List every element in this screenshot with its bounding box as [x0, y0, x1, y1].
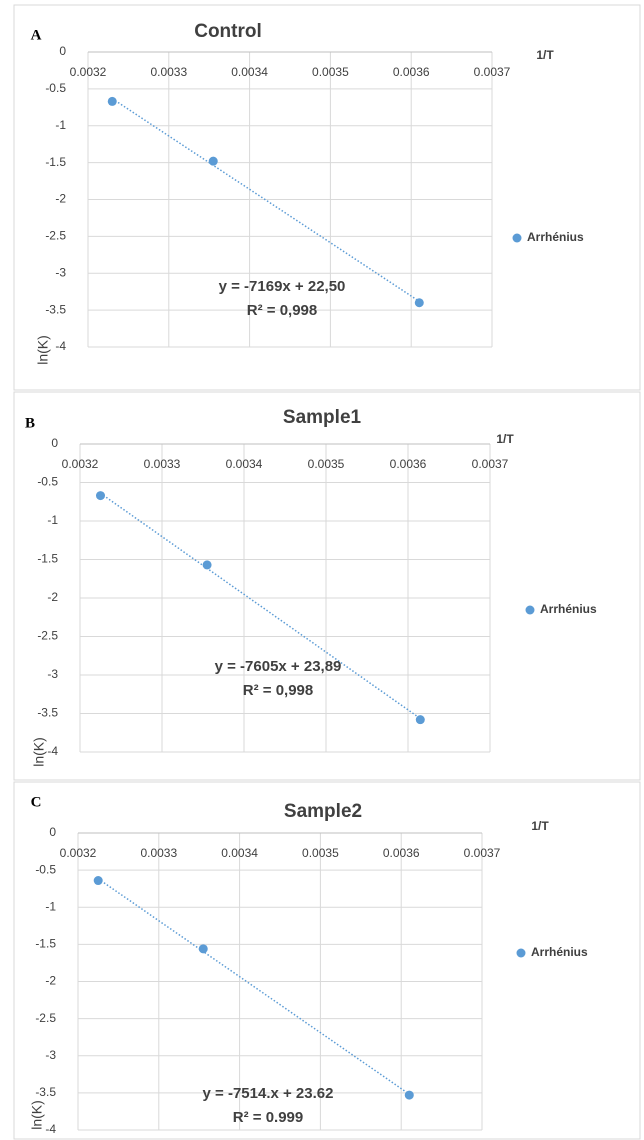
x-tick-label: 0.0033 [150, 65, 187, 79]
panel-border [13, 781, 641, 1140]
y-tick-label: -2 [47, 590, 58, 604]
x-tick-label: 0.0033 [140, 846, 177, 860]
y-tick-label: -0.5 [45, 81, 66, 95]
y-tick-label: -2 [55, 192, 66, 206]
x-tick-label: 0.0034 [226, 457, 263, 471]
panel-border [13, 4, 641, 391]
x-tick-label: 0.0037 [474, 65, 511, 79]
y-tick-label: -4 [55, 339, 66, 353]
y-tick-label: -1.5 [37, 552, 58, 566]
trendline-equation: y = -7605x + 23,89 [215, 658, 342, 675]
trendline [100, 492, 421, 720]
data-point [107, 96, 117, 106]
y-tick-label: 0 [59, 44, 66, 58]
x-tick-label: 0.0036 [393, 65, 430, 79]
y-tick-label: -1 [45, 899, 56, 913]
x-tick-label: 0.0036 [383, 846, 420, 860]
y-tick-label: -2.5 [35, 1011, 56, 1025]
x-tick-label: 0.0032 [70, 65, 107, 79]
y-tick-label: -0.5 [37, 475, 58, 489]
y-tick-label: -1.5 [35, 937, 56, 951]
x-axis-label: 1/T [536, 48, 554, 62]
panel-border [13, 391, 641, 781]
x-tick-label: 0.0034 [231, 65, 268, 79]
chart-title: Sample2 [284, 801, 362, 822]
panel-label: C [31, 794, 42, 810]
y-tick-label: -4 [47, 744, 58, 758]
trendline-equation: R² = 0,998 [247, 302, 317, 319]
x-tick-label: 0.0033 [144, 457, 181, 471]
y-tick-label: -2.5 [37, 629, 58, 643]
data-point [404, 1090, 414, 1100]
y-tick-label: -3.5 [45, 302, 66, 316]
legend-label: Arrhénius [540, 602, 597, 616]
y-axis-label: ln(K) [35, 335, 51, 365]
trendline [97, 878, 410, 1095]
data-point [96, 491, 105, 501]
legend-marker [512, 233, 522, 243]
x-axis-label: 1/T [496, 432, 514, 446]
legend-marker [525, 605, 535, 615]
x-tick-label: 0.0037 [472, 457, 509, 471]
y-axis-label: ln(K) [29, 1100, 45, 1130]
x-tick-label: 0.0035 [308, 457, 345, 471]
y-tick-label: 0 [49, 825, 56, 839]
y-tick-label: 0 [51, 436, 58, 450]
x-tick-label: 0.0032 [60, 846, 97, 860]
panel-label: A [31, 27, 42, 43]
y-tick-label: -2 [45, 974, 56, 988]
data-point [202, 560, 212, 570]
data-point [208, 156, 218, 166]
panel-label: B [25, 415, 35, 431]
legend-marker [516, 948, 526, 958]
y-tick-label: -3.5 [35, 1085, 56, 1099]
data-point [198, 944, 208, 954]
trendline-equation: y = -7169x + 22,50 [219, 278, 346, 295]
x-tick-label: 0.0032 [62, 457, 99, 471]
y-tick-label: -0.5 [35, 862, 56, 876]
y-tick-label: -2.5 [45, 229, 66, 243]
y-tick-label: -1 [47, 513, 58, 527]
y-tick-label: -3 [47, 667, 58, 681]
trendline-equation: y = -7514.x + 23.62 [203, 1085, 334, 1102]
y-tick-label: -3 [45, 1048, 56, 1062]
x-tick-label: 0.0034 [221, 846, 258, 860]
trendline-equation: R² = 0,998 [243, 682, 313, 699]
legend-label: Arrhénius [531, 945, 588, 959]
y-tick-label: -3 [55, 265, 66, 279]
x-tick-label: 0.0037 [464, 846, 501, 860]
x-tick-label: 0.0035 [312, 65, 349, 79]
y-axis-label: ln(K) [31, 737, 47, 767]
chart-title: Sample1 [283, 407, 362, 428]
trendline-equation: R² = 0.999 [233, 1109, 303, 1126]
x-tick-label: 0.0035 [302, 846, 339, 860]
y-tick-label: -1 [55, 118, 66, 132]
y-tick-label: -3.5 [37, 706, 58, 720]
legend-label: Arrhénius [527, 230, 584, 244]
x-axis-label: 1/T [531, 819, 549, 833]
x-tick-label: 0.0036 [390, 457, 427, 471]
y-tick-label: -1.5 [45, 155, 66, 169]
data-point [93, 876, 103, 886]
y-tick-label: -4 [45, 1122, 56, 1136]
data-point [414, 298, 424, 308]
chart-title: Control [194, 21, 262, 42]
data-point [415, 715, 425, 725]
